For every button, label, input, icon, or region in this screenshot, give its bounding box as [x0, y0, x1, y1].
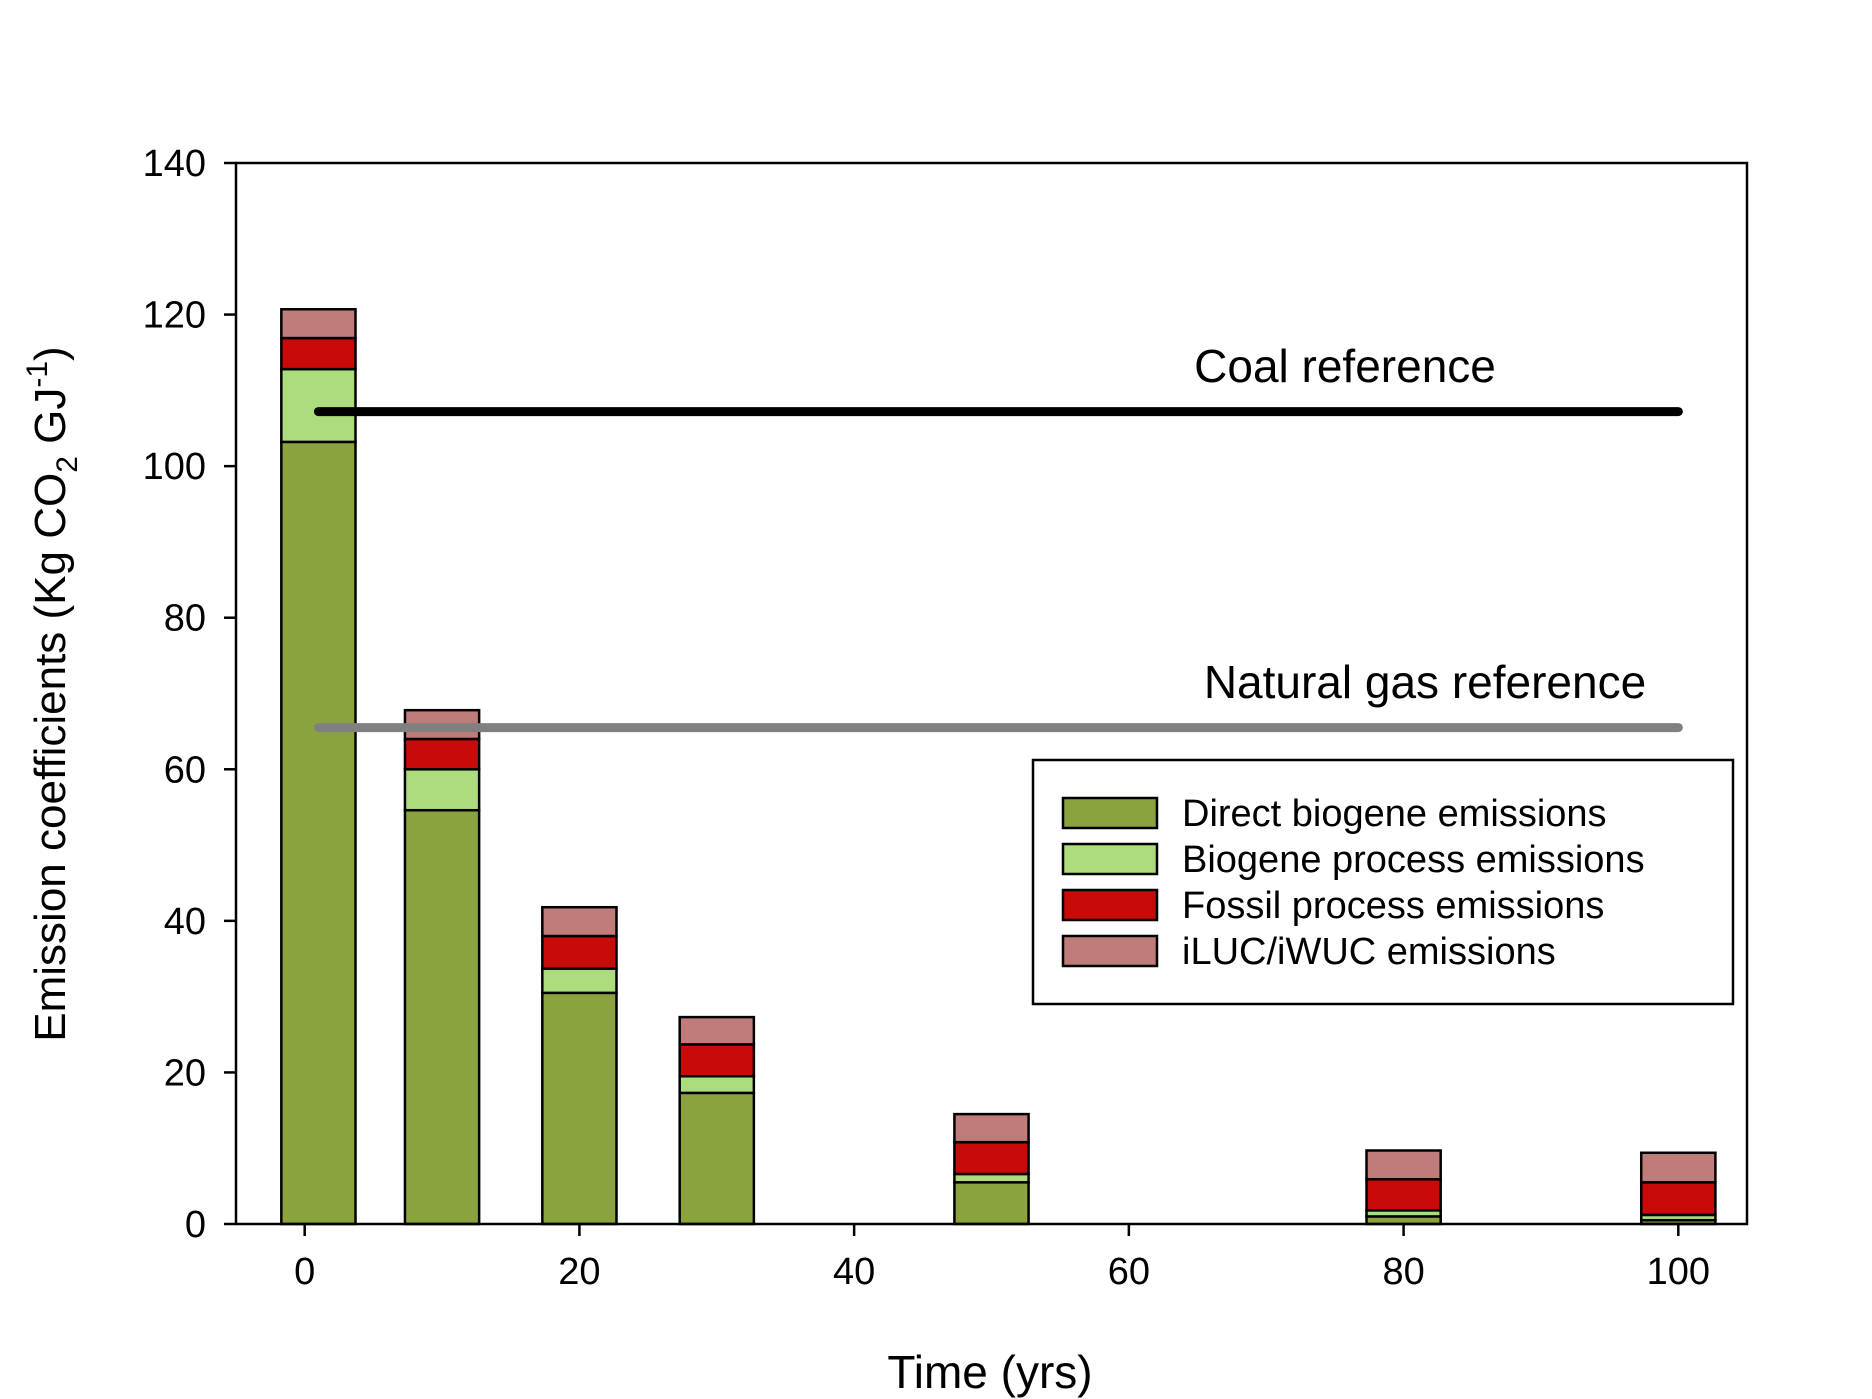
- bar-segment-direct-biogene-emissions-30: [678, 1091, 756, 1226]
- plot-frame: [234, 161, 1749, 1226]
- y-tick-label: 0: [185, 1204, 206, 1246]
- y-tick-label: 60: [164, 749, 206, 791]
- reference-label-coal: Coal reference: [1194, 340, 1496, 392]
- y-tick-label: 20: [164, 1052, 206, 1094]
- bar-segment-direct-biogene-emissions-10: [403, 808, 481, 1226]
- bar-stacks: [280, 308, 1717, 1226]
- bar-segment-iluc-iwuc-emissions-30: [678, 1015, 756, 1046]
- bar-segment-fossil-process-emissions-20: [541, 934, 618, 970]
- legend-swatch-direct-biogene-emissions: [1061, 796, 1159, 830]
- legend-swatch-iluc-iwuc-emissions: [1061, 934, 1159, 968]
- legend-swatch-biogene-process-emissions: [1061, 842, 1159, 876]
- y-tick-label: 100: [143, 446, 206, 488]
- bar-segment-direct-biogene-emissions-50: [953, 1181, 1030, 1226]
- bar-segment-biogene-process-emissions-10: [403, 768, 481, 812]
- x-tick-label: 80: [1382, 1251, 1424, 1293]
- bar-segment-fossil-process-emissions-50: [953, 1140, 1030, 1176]
- x-tick-label: 100: [1647, 1251, 1710, 1293]
- y-tick-label: 80: [164, 598, 206, 640]
- legend-swatch-fossil-process-emissions: [1061, 888, 1159, 922]
- y-axis-label: Emission coefficients (Kg CO2 GJ-1): [21, 346, 84, 1041]
- bar-segment-iluc-iwuc-emissions-1: [280, 308, 357, 340]
- y-axis: 0 20 40 60 80 100 120 140: [143, 143, 236, 1246]
- y-tick-label: 40: [164, 901, 206, 943]
- bar-segment-direct-biogene-emissions-20: [541, 991, 618, 1226]
- legend-label-iluc-iwuc-emissions: iLUC/iWUC emissions: [1182, 931, 1556, 973]
- legend-label-fossil-process-emissions: Fossil process emissions: [1182, 885, 1604, 927]
- bar-segment-biogene-process-emissions-30: [678, 1074, 756, 1095]
- legend-label-direct-biogene-emissions: Direct biogene emissions: [1182, 793, 1607, 835]
- x-axis: 0 20 40 60 80 100: [294, 1224, 1710, 1293]
- bar-segment-iluc-iwuc-emissions-20: [541, 905, 618, 938]
- x-tick-label: 40: [833, 1251, 875, 1293]
- bar-segment-fossil-process-emissions-100: [1639, 1181, 1717, 1217]
- bar-segment-biogene-process-emissions-20: [541, 967, 618, 995]
- bar-segment-iluc-iwuc-emissions-100: [1639, 1151, 1717, 1184]
- bar-segment-fossil-process-emissions-10: [403, 737, 481, 771]
- bar-segment-fossil-process-emissions-30: [678, 1043, 756, 1078]
- reference-lines: Coal reference Natural gas reference: [313, 340, 1683, 733]
- bar-segment-fossil-process-emissions-1: [280, 336, 357, 371]
- y-tick-label: 140: [143, 143, 206, 185]
- bar-segment-biogene-process-emissions-50: [953, 1172, 1030, 1184]
- x-tick-label: 20: [558, 1251, 600, 1293]
- x-tick-label: 60: [1108, 1251, 1150, 1293]
- x-tick-label: 0: [294, 1251, 315, 1293]
- y-tick-label: 120: [143, 295, 206, 337]
- x-axis-label: Time (yrs): [887, 1346, 1092, 1398]
- legend-label-biogene-process-emissions: Biogene process emissions: [1182, 839, 1645, 881]
- bar-segment-biogene-process-emissions-1: [280, 367, 357, 444]
- bar-segment-fossil-process-emissions-80: [1365, 1178, 1442, 1212]
- bar-segment-iluc-iwuc-emissions-50: [953, 1112, 1030, 1144]
- reference-label-natural-gas: Natural gas reference: [1204, 656, 1646, 708]
- bar-segment-direct-biogene-emissions-1: [280, 440, 357, 1226]
- bar-segment-iluc-iwuc-emissions-80: [1365, 1149, 1442, 1181]
